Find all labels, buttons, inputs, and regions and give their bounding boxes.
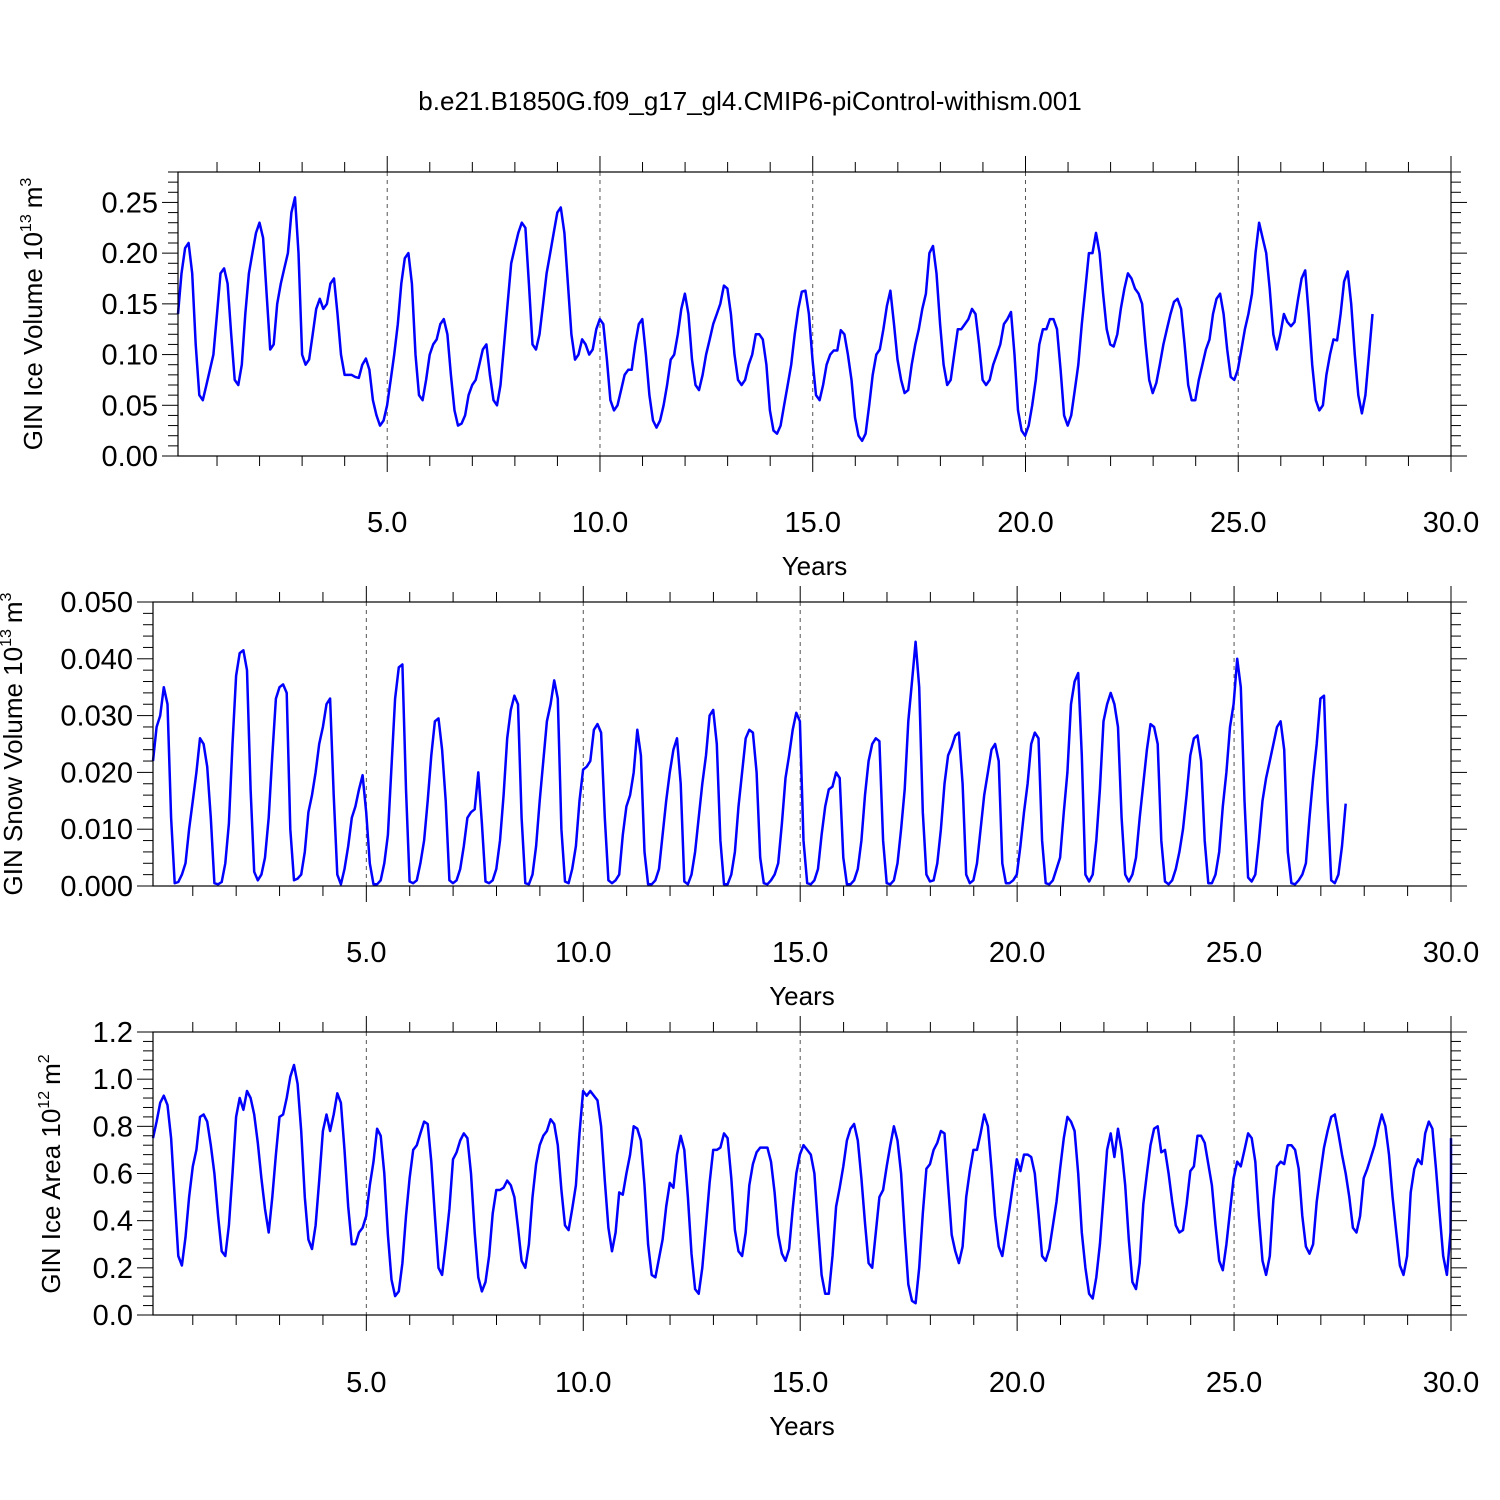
- y-axis-title-unit: m: [18, 187, 48, 209]
- x-tick-label: 30.0: [1423, 507, 1479, 539]
- plot-frame: [177, 171, 1452, 457]
- y-tick-label: 0.00: [102, 441, 158, 473]
- y-tick-label: 0.20: [102, 238, 158, 270]
- y-axis-title-exponent: 13: [18, 214, 35, 232]
- y-axis-title-text: GIN Ice Area 10: [36, 1109, 66, 1294]
- y-axis-title-unit-exponent: 3: [0, 592, 15, 601]
- x-tick-label: 5.0: [346, 937, 386, 969]
- y-tick-label: 0.0: [93, 1300, 133, 1332]
- x-tick-label: 5.0: [346, 1367, 386, 1399]
- y-tick-label: 0.8: [93, 1111, 133, 1143]
- x-tick-label: 15.0: [772, 1367, 828, 1399]
- x-tick-label: 25.0: [1206, 1367, 1262, 1399]
- y-axis-title-exponent: 13: [0, 629, 15, 647]
- y-tick-label: 0.040: [60, 644, 133, 676]
- y-tick-label: 0.10: [102, 340, 158, 372]
- series-line: [151, 1063, 1453, 1305]
- x-tick-label: 20.0: [989, 937, 1045, 969]
- y-tick-label: 0.030: [60, 701, 133, 733]
- x-tick-label: 15.0: [772, 937, 828, 969]
- y-axis-title: GIN Snow Volume 1013 m3: [0, 592, 28, 895]
- y-axis-title-unit-exponent: 3: [18, 178, 35, 187]
- y-tick-label: 1.2: [93, 1017, 133, 1049]
- y-tick-label: 0.4: [93, 1206, 133, 1238]
- y-tick-label: 0.2: [93, 1253, 133, 1285]
- y-tick-label: 0.15: [102, 289, 158, 321]
- x-axis-title: Years: [769, 1411, 835, 1441]
- y-axis-title-text: GIN Snow Volume 10: [0, 647, 28, 896]
- y-axis-title-unit: m: [0, 601, 28, 623]
- panel-ice-volume: 0.00 0.05 0.10 0.15 0.20 0.25 5.0 10.0 15.0 20.0 2…: [18, 156, 1479, 581]
- series-line: [151, 640, 1347, 886]
- y-axis-title-unit-exponent: 2: [36, 1054, 53, 1063]
- x-tick-label: 10.0: [555, 937, 611, 969]
- series-line: [176, 196, 1374, 443]
- y-tick-label: 0.050: [60, 587, 133, 619]
- x-tick-label: 30.0: [1423, 937, 1479, 969]
- y-axis-title-exponent: 12: [36, 1091, 53, 1109]
- plot-frame: [152, 601, 1452, 887]
- x-axis-title: Years: [769, 981, 835, 1011]
- x-axis-title: Years: [782, 551, 848, 581]
- x-tick-label: 30.0: [1423, 1367, 1479, 1399]
- y-axis-title: GIN Ice Area 1012 m2: [36, 1054, 66, 1293]
- y-tick-label: 0.25: [102, 187, 158, 219]
- x-tick-label: 10.0: [572, 507, 628, 539]
- x-tick-label: 10.0: [555, 1367, 611, 1399]
- x-tick-label: 25.0: [1206, 937, 1262, 969]
- panel-ice-area: 0.0 0.2 0.4 0.6 0.8 1.0 1.2 5.0 10.0 15.0 20.0 25.0…: [36, 1016, 1479, 1441]
- y-tick-label: 0.05: [102, 390, 158, 422]
- x-tick-label: 5.0: [367, 507, 407, 539]
- x-tick-label: 20.0: [997, 507, 1053, 539]
- x-tick-label: 15.0: [785, 507, 841, 539]
- y-tick-label: 0.010: [60, 814, 133, 846]
- y-axis-title: GIN Ice Volume 1013 m3: [18, 178, 48, 451]
- panel-snow-volume: 0.000 0.010 0.020 0.030 0.040 0.050 5.0 10.0 15.…: [0, 586, 1479, 1011]
- y-tick-label: 0.000: [60, 871, 133, 903]
- y-axis-title-unit: m: [36, 1063, 66, 1085]
- y-tick-label: 0.6: [93, 1159, 133, 1191]
- x-tick-label: 20.0: [989, 1367, 1045, 1399]
- y-tick-label: 1.0: [93, 1064, 133, 1096]
- chart-title: b.e21.B1850G.f09_g17_gl4.CMIP6-piControl…: [418, 86, 1081, 116]
- y-axis-title-text: GIN Ice Volume 10: [18, 232, 48, 450]
- x-tick-label: 25.0: [1210, 507, 1266, 539]
- y-tick-label: 0.020: [60, 757, 133, 789]
